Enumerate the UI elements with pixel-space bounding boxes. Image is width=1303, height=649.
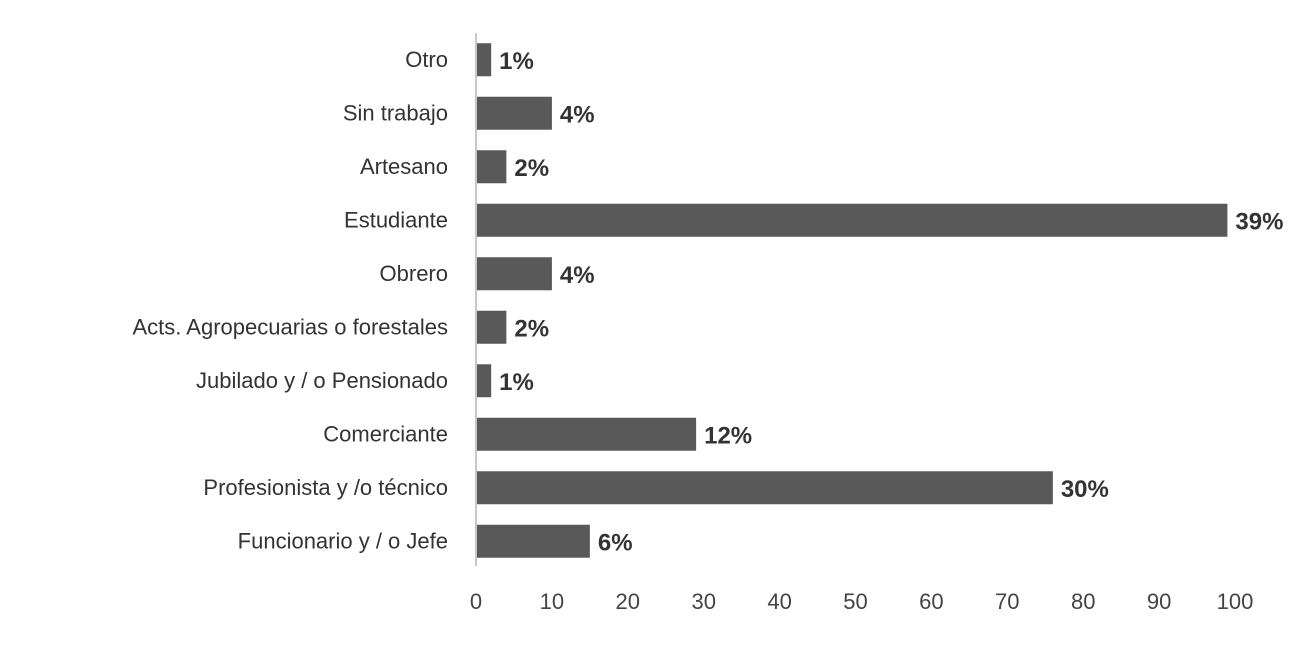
category-label: Sin trabajo — [343, 100, 448, 125]
data-label: 4% — [560, 101, 595, 128]
x-axis-ticks: 0 10 20 30 40 50 60 70 80 90 100 — [470, 589, 1253, 614]
bar — [477, 471, 1053, 505]
category-label: Obrero — [380, 261, 448, 286]
data-label: 30% — [1061, 476, 1109, 503]
data-label: 2% — [514, 155, 549, 182]
x-tick-label: 60 — [919, 589, 943, 614]
data-label: 39% — [1235, 208, 1283, 235]
bar — [477, 203, 1228, 237]
category-label: Artesano — [360, 154, 448, 179]
data-label: 2% — [514, 315, 549, 342]
x-tick-label: 50 — [843, 589, 867, 614]
x-tick-label: 0 — [470, 589, 482, 614]
data-labels: 1% 4% 2% 39% 4% 2% 1% 12% 30% 6% — [499, 48, 1283, 557]
category-label: Profesionista y /o técnico — [203, 475, 448, 500]
data-label: 1% — [499, 48, 534, 75]
data-label: 1% — [499, 369, 534, 396]
x-tick-label: 70 — [995, 589, 1019, 614]
bar — [477, 417, 697, 451]
x-tick-label: 100 — [1217, 589, 1254, 614]
bar — [477, 310, 507, 344]
bar — [477, 150, 507, 184]
category-label: Otro — [405, 47, 448, 72]
bar — [477, 96, 552, 130]
data-label: 12% — [704, 422, 752, 449]
category-label: Comerciante — [323, 421, 448, 446]
x-tick-label: 90 — [1147, 589, 1171, 614]
category-label: Estudiante — [344, 207, 448, 232]
data-label: 4% — [560, 262, 595, 289]
x-tick-label: 80 — [1071, 589, 1095, 614]
x-tick-label: 30 — [691, 589, 715, 614]
category-label: Jubilado y / o Pensionado — [196, 368, 448, 393]
bar — [477, 524, 590, 558]
data-label: 6% — [598, 529, 633, 556]
x-tick-label: 20 — [616, 589, 640, 614]
x-tick-label: 10 — [540, 589, 564, 614]
x-tick-label: 40 — [767, 589, 791, 614]
bar — [477, 43, 492, 77]
category-label: Acts. Agropecuarias o forestales — [133, 314, 449, 339]
bars-group — [477, 43, 1228, 558]
bar — [477, 257, 552, 291]
bar — [477, 364, 492, 398]
category-label: Funcionario y / o Jefe — [238, 528, 448, 553]
category-labels: Otro Sin trabajo Artesano Estudiante Obrero A… — [133, 47, 449, 554]
